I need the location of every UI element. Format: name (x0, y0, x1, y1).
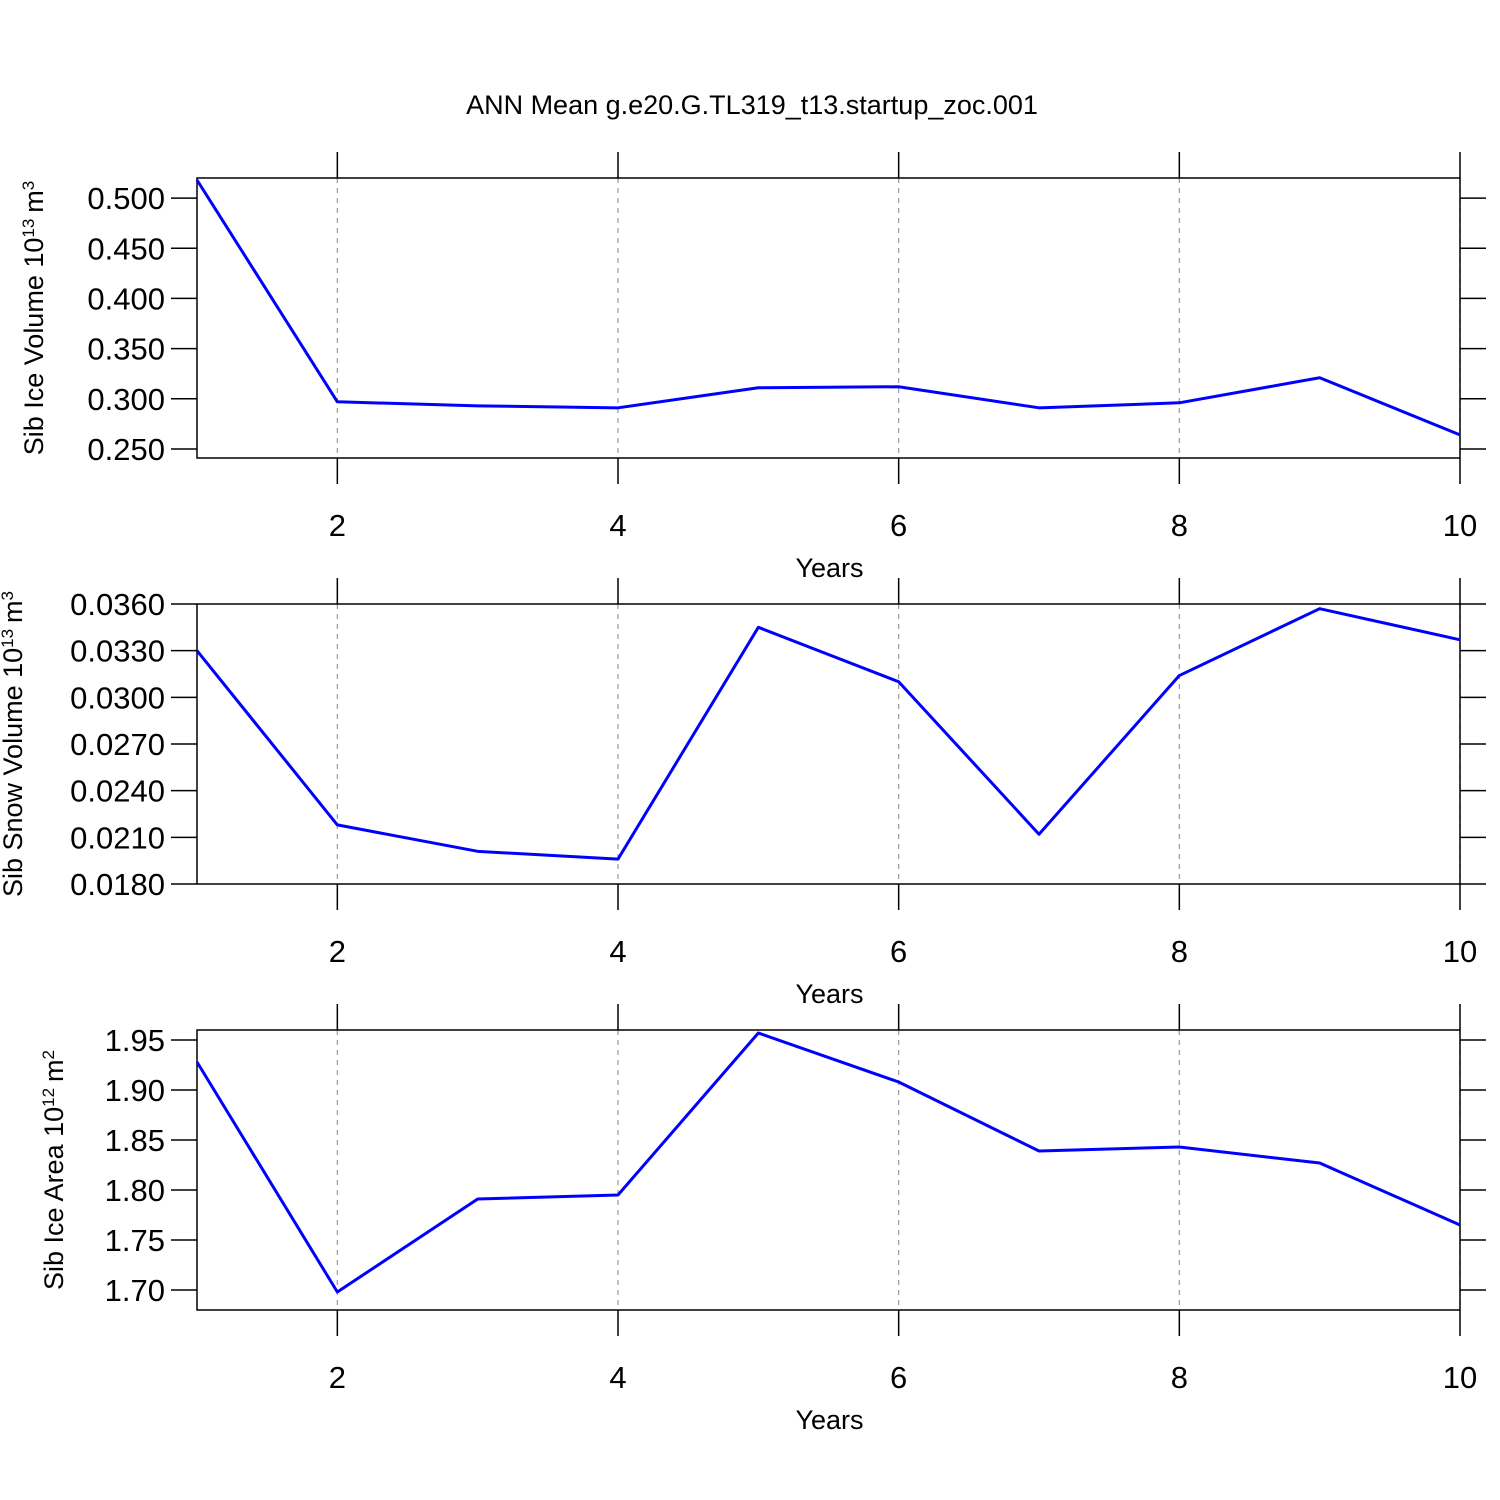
x-tick-label: 4 (609, 934, 626, 969)
x-tick-label: 10 (1443, 1360, 1477, 1395)
y-tick-label: 0.0360 (70, 587, 165, 622)
x-tick-label: 6 (890, 508, 907, 543)
x-tick-label: 2 (329, 934, 346, 969)
y-axis-label-part: Sib Snow Volume 10 (0, 648, 28, 897)
x-tick-label: 8 (1171, 1360, 1188, 1395)
y-tick-label: 0.500 (87, 181, 165, 216)
y-axis-label-exponent: 12 (39, 1088, 58, 1107)
y-axis-label-part: m (39, 1059, 69, 1082)
x-axis-label: Years (795, 1405, 863, 1435)
y-tick-label: 0.0180 (70, 867, 165, 902)
y-tick-label: 0.400 (87, 281, 165, 316)
x-tick-label: 8 (1171, 508, 1188, 543)
y-axis-label-part: Sib Ice Area 10 (39, 1107, 69, 1290)
y-tick-label: 0.0210 (70, 820, 165, 855)
x-tick-label: 4 (609, 508, 626, 543)
y-tick-label: 0.0300 (70, 680, 165, 715)
plot-frame (196, 603, 1461, 885)
x-tick-label: 2 (329, 508, 346, 543)
y-tick-label: 1.80 (105, 1173, 165, 1208)
y-tick-label: 1.70 (105, 1273, 165, 1308)
plot-frame (196, 177, 1461, 459)
x-tick-label: 10 (1443, 508, 1477, 543)
y-axis-label-part: Sib Ice Volume 10 (19, 238, 49, 456)
y-axis-label-part: m (0, 600, 28, 623)
y-axis-label-exponent: 2 (39, 1050, 58, 1059)
data-line (195, 607, 1461, 861)
y-tick-label: 0.300 (87, 382, 165, 417)
y-tick-label: 1.90 (105, 1073, 165, 1108)
y-tick-label: 0.350 (87, 332, 165, 367)
y-tick-label: 1.75 (105, 1223, 165, 1258)
y-axis-label-exponent: 13 (19, 219, 38, 238)
x-tick-label: 10 (1443, 934, 1477, 969)
y-tick-label: 0.450 (87, 231, 165, 266)
y-tick-label: 1.95 (105, 1023, 165, 1058)
x-axis-label: Years (795, 553, 863, 583)
x-tick-label: 6 (890, 934, 907, 969)
x-tick-label: 6 (890, 1360, 907, 1395)
y-axis-label-exponent: 13 (0, 629, 17, 648)
y-axis-label-part: m (19, 190, 49, 213)
figure-title: ANN Mean g.e20.G.TL319_t13.startup_zoc.0… (466, 90, 1038, 120)
y-tick-label: 1.85 (105, 1123, 165, 1158)
x-tick-label: 4 (609, 1360, 626, 1395)
x-tick-label: 8 (1171, 934, 1188, 969)
y-axis-label: Sib Ice Area 1012 m2 (39, 1050, 70, 1290)
y-axis-label: Sib Ice Volume 1013 m3 (19, 181, 50, 456)
y-tick-label: 0.0330 (70, 634, 165, 669)
plot-frame (196, 1029, 1461, 1311)
y-tick-label: 0.0240 (70, 774, 165, 809)
data-line (195, 179, 1461, 437)
y-axis-label-exponent: 3 (0, 591, 17, 600)
x-tick-label: 2 (329, 1360, 346, 1395)
x-axis-label: Years (795, 979, 863, 1009)
y-tick-label: 0.250 (87, 432, 165, 467)
data-line (195, 1031, 1461, 1294)
y-axis-label: Sib Snow Volume 1013 m3 (0, 591, 28, 897)
y-axis-label-exponent: 3 (19, 181, 38, 190)
y-tick-label: 0.0270 (70, 727, 165, 762)
